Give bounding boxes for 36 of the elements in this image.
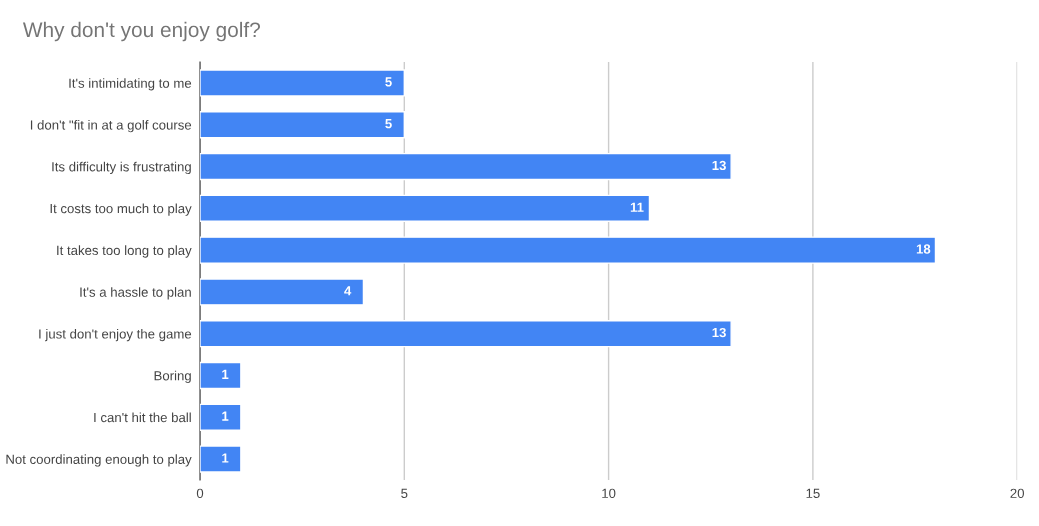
data-label: 1 <box>222 453 229 463</box>
x-tick-label: 15 <box>806 488 820 498</box>
bar <box>200 445 242 473</box>
data-label: 1 <box>222 411 229 421</box>
y-tick-label: It's a hassle to plan <box>80 287 191 300</box>
x-tick-label: 5 <box>401 488 408 498</box>
y-tick-label: It takes too long to play <box>57 245 192 258</box>
y-tick-label: It's intimidating to me <box>69 78 192 91</box>
y-tick-label: Not coordinating enough to play <box>6 454 192 467</box>
y-tick-label: I don't "fit in at a golf course <box>30 119 192 133</box>
bar <box>200 69 405 97</box>
data-label: 4 <box>344 286 352 296</box>
bar <box>200 152 732 181</box>
y-tick-label: It costs too much to play <box>50 203 192 216</box>
data-label: 18 <box>916 244 931 254</box>
data-label: 11 <box>630 202 644 212</box>
bar <box>200 111 405 139</box>
chart-title: Why don't you enjoy golf? <box>22 21 260 42</box>
bar <box>200 403 242 431</box>
data-label: 1 <box>222 369 229 379</box>
data-label: 13 <box>712 160 726 171</box>
bar <box>200 236 937 264</box>
data-label: 5 <box>385 77 392 87</box>
x-tick-label: 10 <box>602 488 616 498</box>
bar <box>200 361 242 390</box>
bar <box>200 320 732 348</box>
data-label: 5 <box>385 119 392 129</box>
bar <box>200 278 365 306</box>
bar <box>200 194 651 222</box>
y-tick-label: Its difficulty is frustrating <box>52 161 191 175</box>
y-tick-label: I just don't enjoy the game <box>39 328 192 342</box>
x-tick-label: 20 <box>1010 488 1024 498</box>
x-tick-label: 0 <box>196 488 204 498</box>
y-tick-label: I can't hit the ball <box>94 412 191 423</box>
y-tick-label: Boring <box>154 370 191 384</box>
data-label: 13 <box>712 327 726 338</box>
